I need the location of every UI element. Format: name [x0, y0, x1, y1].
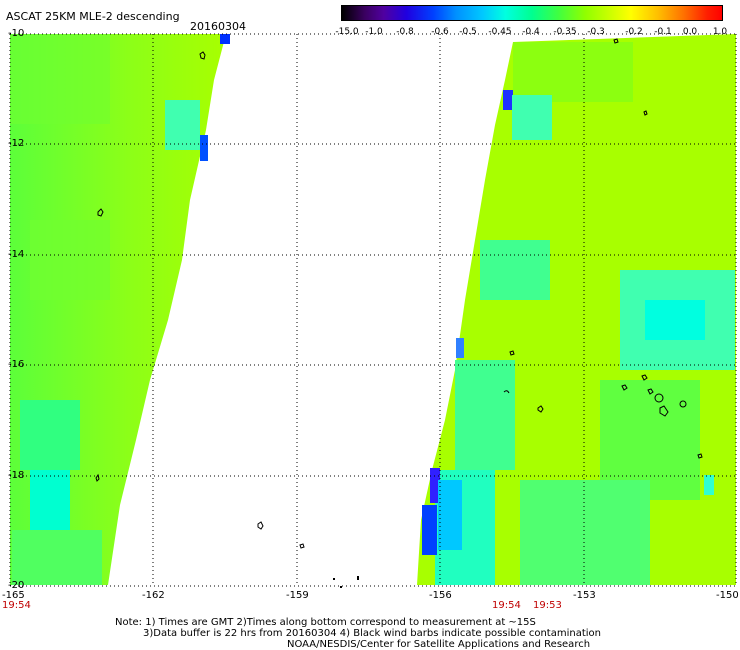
footnote-line: NOAA/NESDIS/Center for Satellite Applica…	[287, 639, 591, 650]
small-islands	[333, 576, 359, 588]
lon-label: -150	[716, 590, 739, 601]
lat-label: -12	[8, 138, 25, 149]
color-tick: -0.1	[654, 27, 672, 37]
lat-label: -18	[8, 470, 25, 481]
color-tick: -0.8	[396, 27, 414, 37]
swath-patch	[456, 338, 464, 358]
swath-patch	[645, 300, 705, 340]
lat-label: -14	[8, 249, 25, 260]
swath-patch	[20, 400, 80, 470]
island-dot	[333, 578, 335, 580]
island-outline	[641, 374, 648, 381]
color-tick: -0.2	[625, 27, 643, 37]
swath-patch	[220, 34, 230, 44]
footnote-line: 3)Data buffer is 22 hrs from 20160304 4)…	[143, 628, 601, 639]
swath-patch	[480, 240, 550, 300]
lon-label: -162	[142, 590, 165, 601]
lat-label: -16	[8, 359, 25, 370]
island-outlines	[95, 38, 703, 549]
lon-label: -165	[2, 590, 25, 601]
island-dot	[357, 576, 359, 580]
island-outline	[647, 388, 654, 395]
color-tick: -0.4	[522, 27, 540, 37]
color-scale-ticks: -15.0 -1.0 -0.8 -0.6 -0.5 -0.45 -0.4 -0.…	[335, 27, 735, 39]
island-dot	[340, 586, 342, 588]
lat-label: -10	[8, 28, 25, 39]
color-tick: 0.0	[682, 27, 698, 37]
chart-title: ASCAT 25KM MLE-2 descending	[6, 10, 180, 23]
time-label: 19:53	[533, 600, 562, 611]
island-outline	[643, 110, 648, 116]
color-tick: -15.0	[335, 27, 359, 37]
color-tick: -0.3	[587, 27, 605, 37]
color-tick: -0.45	[488, 27, 512, 37]
island-outline	[199, 51, 206, 60]
swath-patch	[503, 90, 513, 110]
island-outline	[509, 350, 515, 356]
swath-patch	[200, 135, 208, 161]
island-outline	[659, 405, 669, 417]
swath-patch	[520, 480, 650, 585]
swath-patch	[704, 475, 714, 495]
footnote: Note: 1) Times are GMT 2)Times along bot…	[115, 617, 601, 650]
island-outline	[97, 208, 104, 217]
lon-label: -159	[286, 590, 309, 601]
chart-date: 20160304	[190, 20, 246, 33]
island-outline	[95, 473, 100, 482]
swath-patch	[12, 530, 102, 585]
color-tick: -0.6	[431, 27, 449, 37]
footnote-line: Note: 1) Times are GMT 2)Times along bot…	[115, 617, 536, 628]
swath-patch	[513, 42, 633, 102]
island-outline	[697, 453, 703, 459]
swath-patch	[512, 95, 552, 140]
island-outline	[537, 405, 544, 413]
lon-label: -153	[573, 590, 596, 601]
island-outline	[654, 393, 664, 403]
color-scale-bar	[341, 5, 723, 21]
swath-patch	[165, 100, 200, 150]
island-outline	[679, 400, 687, 408]
swath-patch	[430, 468, 440, 503]
swath-patch	[438, 480, 462, 550]
color-tick: -0.5	[459, 27, 477, 37]
swath-patch	[30, 470, 70, 530]
lat-label: -20	[8, 580, 25, 591]
island-outline	[503, 390, 510, 394]
island-outline	[257, 521, 264, 530]
swath-patch	[422, 505, 437, 555]
island-outline	[621, 384, 628, 391]
island-outline	[299, 543, 305, 549]
time-label: 19:54	[492, 600, 521, 611]
graticule	[9, 33, 737, 587]
swath-patch	[455, 360, 515, 470]
lon-label: -156	[429, 590, 452, 601]
swath-patch	[10, 34, 110, 124]
island-outline	[613, 38, 619, 44]
time-label: 19:54	[2, 600, 31, 611]
color-tick: -1.0	[365, 27, 383, 37]
color-tick: -0.35	[553, 27, 577, 37]
color-tick: 1.0	[712, 27, 728, 37]
swath-patch	[30, 220, 110, 300]
